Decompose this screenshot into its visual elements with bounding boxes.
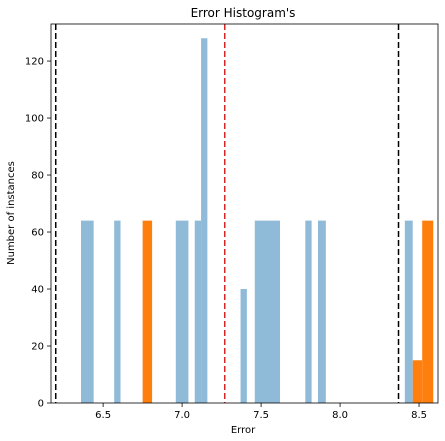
- y-tick-label: 100: [25, 114, 44, 125]
- histogram-bar-series-1-bin-8: [305, 220, 312, 403]
- histogram-bar-series-1-bin-7: [254, 220, 281, 403]
- histogram-bar-series-1-bin-5: [201, 38, 208, 404]
- y-tick-label: 120: [25, 57, 44, 68]
- histogram-bar-series-2-bin-2: [412, 360, 423, 403]
- y-tick-label: 0: [38, 399, 44, 410]
- x-axis-label: Error: [231, 425, 256, 436]
- y-axis-ticks: 0 20 40 60 80 100 120: [25, 57, 51, 410]
- x-tick-label: 8.5: [411, 410, 427, 421]
- histogram-bar-series-1-bin-2: [114, 220, 121, 403]
- y-tick-label: 80: [31, 171, 44, 182]
- x-tick-label: 6.5: [95, 410, 111, 421]
- x-tick-label: 8.0: [332, 410, 348, 421]
- x-axis-ticks: 6.5 7.0 7.5 8.0 8.5: [95, 403, 427, 421]
- histogram-bar-series-1-bin-10: [404, 220, 413, 403]
- histogram-bar-series-1-bin-3: [175, 220, 189, 403]
- histogram-bar-series-1-bin-1: [81, 220, 94, 403]
- y-tick-label: 20: [31, 342, 44, 353]
- histogram-bar-series-2-bin-3: [422, 220, 434, 403]
- reference-lines-group: [54, 24, 400, 403]
- y-axis-label: Number of instances: [6, 161, 17, 265]
- y-tick-label: 40: [31, 285, 44, 296]
- chart-title: Error Histogram's: [191, 6, 296, 20]
- histogram-bar-series-1-bin-4: [194, 220, 202, 403]
- plot-area: 6.5 7.0 7.5 8.0 8.5 0 20 40 60 80 100 120: [25, 23, 439, 421]
- plot-frame: [50, 23, 439, 404]
- y-tick-label: 60: [31, 228, 44, 239]
- bars-group: [81, 38, 434, 404]
- histogram-bar-series-1-bin-9: [317, 220, 326, 403]
- x-tick-label: 7.5: [253, 410, 269, 421]
- histogram-bar-series-2-bin-1: [142, 220, 153, 403]
- histogram-bar-series-1-bin-6: [240, 289, 247, 403]
- x-tick-label: 7.0: [174, 410, 190, 421]
